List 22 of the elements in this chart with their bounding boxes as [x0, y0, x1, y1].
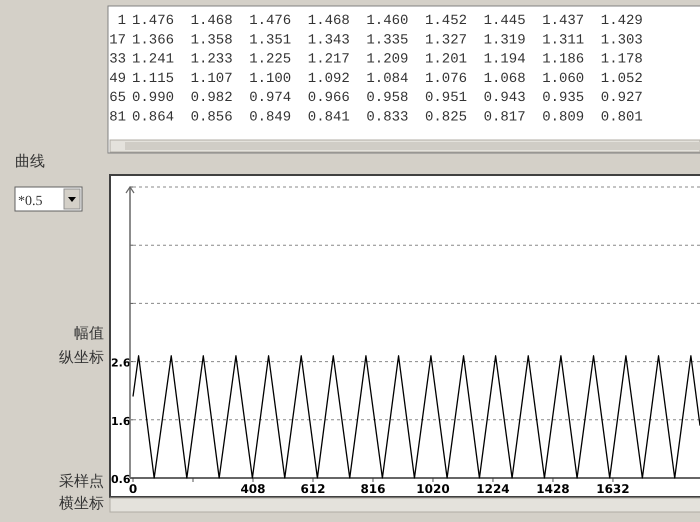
x-tick-label: 408 [240, 482, 266, 496]
y-tick-label: 2.6 [111, 356, 131, 370]
x-tick-label: 1428 [536, 482, 570, 496]
text: *0.5 [18, 194, 42, 209]
line-series [132, 355, 700, 479]
text: 81 0.864 0.856 0.849 0.841 0.833 0.825 0.817 0.809 0.801 [109, 110, 643, 126]
text: 33 1.241 1.233 1.225 1.217 1.209 1.201 1.194 1.186 1.178 [109, 52, 643, 68]
y-tick-label: 1.6 [111, 414, 131, 428]
text: 1 1.476 1.468 1.476 1.468 1.460 1.452 1.445 1.437 1.429 [118, 13, 643, 29]
text: 49 1.115 1.107 1.100 1.092 1.084 1.076 1.068 1.060 1.052 [109, 70, 643, 87]
y-tick-label: 0.6 [111, 473, 131, 486]
x-tick-label: 0 [128, 482, 138, 496]
x-tick-label: 612 [300, 482, 326, 496]
x-axis-title: 采样点横坐标 [59, 472, 104, 512]
x-tick-label: 1020 [416, 482, 450, 496]
x-tick-label: 1224 [476, 482, 510, 496]
text: 17 1.366 1.358 1.351 1.343 1.335 1.327 1.319 1.311 1.303 [109, 32, 643, 48]
text: 65 0.990 0.982 0.974 0.966 0.958 0.951 0.943 0.935 0.927 [109, 90, 643, 106]
y-axis-title: 幅值纵坐标 [59, 324, 104, 366]
x-tick-label: 1632 [596, 482, 630, 496]
chart-title: 曲线 [15, 152, 45, 170]
x-tick-label: 816 [360, 482, 386, 496]
